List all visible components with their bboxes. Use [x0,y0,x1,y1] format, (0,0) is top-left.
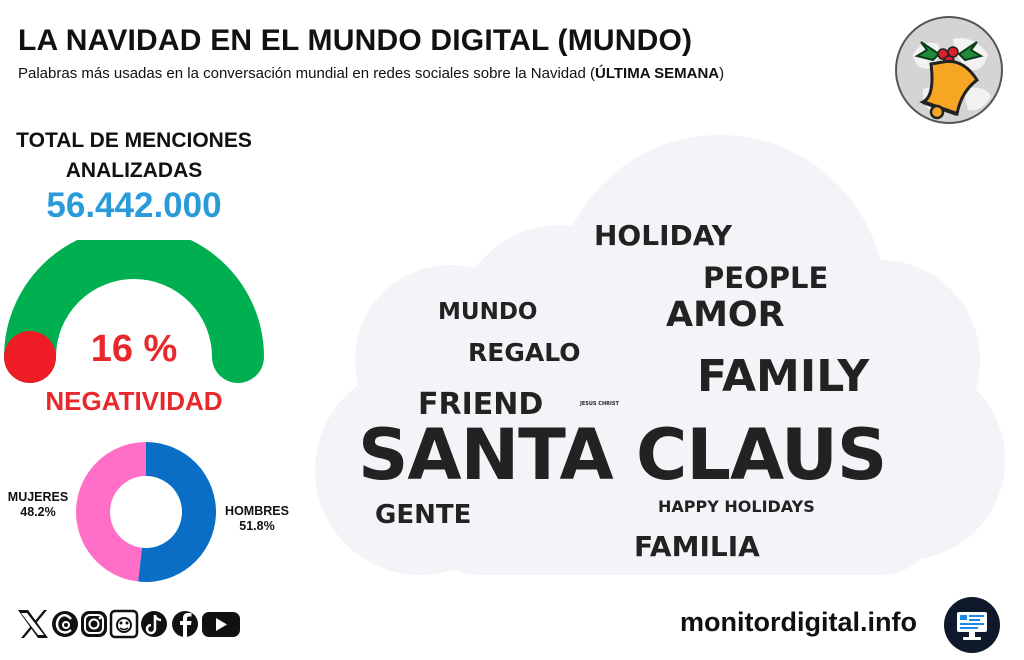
donut-slice-mujeres [75,442,146,582]
men-percent: 51.8% [239,519,275,533]
word-mundo: MUNDO [438,299,538,325]
site-url[interactable]: monitordigital.info [680,607,917,637]
men-label: HOMBRES [225,504,289,518]
negativity-percent: 16 % [90,328,178,370]
meneame-icon[interactable] [109,609,139,639]
x-icon[interactable] [18,610,48,638]
tiktok-icon[interactable] [141,611,167,637]
gender-donut-chart [75,442,216,582]
word-happy-holidays: HAPPY HOLIDAYS [658,497,815,516]
women-label: MUJERES [7,490,69,504]
word-familia: FAMILIA [634,530,760,563]
social-icons [18,609,240,639]
gauge-arc [4,240,264,383]
mentions-label: TOTAL DE MENCIONES ANALIZADAS [16,129,252,182]
subtitle-suffix: ) [719,65,725,82]
subtitle-bold: ÚLTIMA SEMANA [594,65,720,82]
word-jesus-christ: JESUS CHRIST [580,401,619,407]
women-legend: MUJERES 48.2% [2,490,74,520]
page-subtitle: Palabras más usadas en la conversación m… [18,65,724,82]
women-percent: 48.2% [20,505,56,519]
youtube-icon[interactable] [202,612,240,637]
gauge-marker [4,331,56,383]
word-people: PEOPLE [703,261,829,295]
men-legend: HOMBRES 51.8% [220,504,294,534]
word-santa-claus: SANTA CLAUS [358,414,887,496]
negativity-label: NEGATIVIDAD [45,386,223,416]
word-amor: AMOR [666,295,785,335]
word-gente: GENTE [375,500,472,530]
threads-icon[interactable] [52,611,78,637]
donut-slices [75,442,216,582]
donut-slice-hombres [138,442,216,582]
word-friend: FRIEND [418,387,544,422]
negativity-gauge [4,240,264,383]
christmas-bell-globe-icon [895,16,1003,124]
word-regalo: REGALO [468,338,581,367]
facebook-icon[interactable] [172,611,198,637]
mentions-value: 56.442.000 [46,186,222,225]
word-holiday: HOLIDAY [594,219,733,252]
instagram-icon[interactable] [81,611,107,637]
monitor-dashboard-icon [944,597,1000,653]
word-family: FAMILY [697,351,870,402]
subtitle-prefix: Palabras más usadas en la conversación m… [18,65,595,82]
page-title: LA NAVIDAD EN EL MUNDO DIGITAL (MUNDO) [18,24,693,57]
